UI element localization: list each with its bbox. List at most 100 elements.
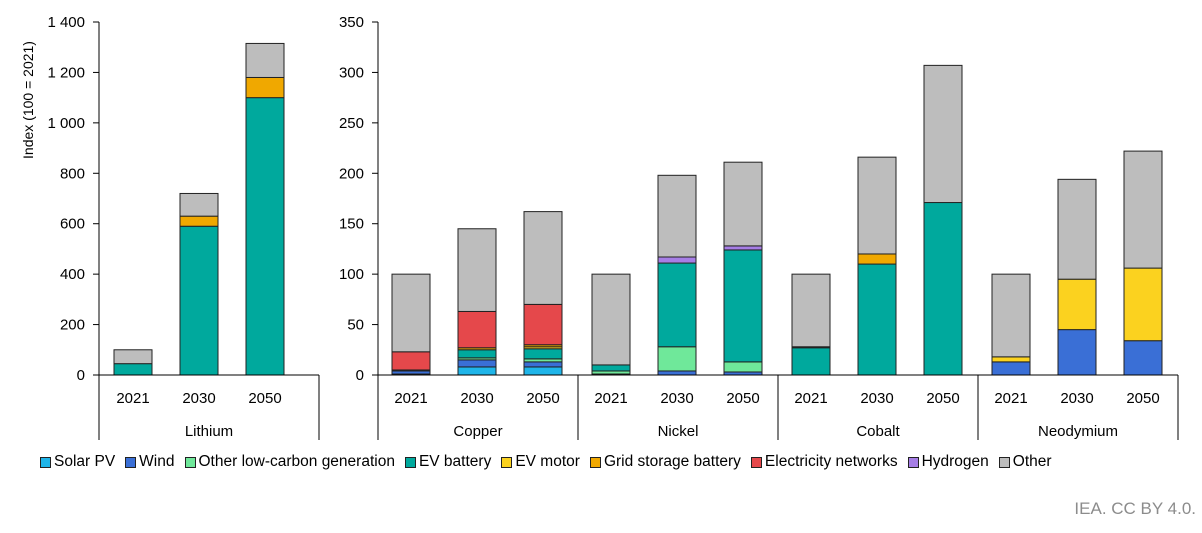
bar-segment [723,249,763,363]
bar-segment [113,349,153,365]
bar-segment [179,215,219,227]
bar-segment [791,273,831,348]
x-tick-label: 2030 [860,390,893,407]
y-tick-label: 100 [339,266,364,283]
bar-segment [857,263,897,376]
group-label: Copper [453,423,502,440]
legend-item: EV battery [404,453,491,471]
y-tick-label: 250 [339,115,364,132]
bar-segment [179,192,219,217]
y-tick-label: 400 [60,266,85,283]
group-label: Neodymium [1038,423,1118,440]
x-tick-label: 2030 [460,390,493,407]
legend-label: Electricity networks [764,453,898,470]
bar-segment [391,273,431,353]
x-tick-label: 2021 [594,390,627,407]
y-tick-label: 0 [356,367,364,384]
y-tick-label: 600 [60,216,85,233]
legend-item: Other [998,453,1052,471]
x-tick-label: 2050 [926,390,959,407]
bar-segment [591,273,631,366]
x-tick-label: 2050 [1126,390,1159,407]
bar-segment [591,364,631,372]
bar-segment [457,366,497,376]
bar-segment [657,262,697,348]
x-tick-label: 2050 [526,390,559,407]
y-axis-label: Index (100 = 2021) [20,41,36,159]
x-tick-label: 2030 [1060,390,1093,407]
y-tick-label: 200 [60,317,85,334]
bar-segment [179,225,219,376]
bar-segment [1057,278,1097,331]
bar-segment [723,245,763,251]
bar-segment [657,370,697,376]
bar-segment [657,256,697,264]
bar-segment [245,42,285,78]
bar-segment [457,349,497,359]
x-tick-label: 2050 [248,390,281,407]
bar-segment [857,156,897,255]
legend-label: Grid storage battery [603,453,741,470]
legend-label: Wind [139,453,175,470]
bar-segment [523,211,563,305]
y-tick-label: 300 [339,64,364,81]
y-tick-label: 350 [339,14,364,31]
group-label: Cobalt [856,423,900,440]
bar-segment [1057,178,1097,280]
x-tick-label: 2030 [660,390,693,407]
bar-segment [991,273,1031,358]
legend-swatch [998,456,1010,468]
legend-swatch [907,456,919,468]
legend-swatch [184,456,196,468]
bar-segment [991,356,1031,363]
legend-label: Hydrogen [921,453,989,470]
legend-label: Solar PV [54,453,116,470]
bar-segment [857,253,897,265]
bar-segment [723,361,763,373]
legend-swatch [404,456,416,468]
y-tick-label: 150 [339,216,364,233]
group-label: Nickel [658,423,699,440]
bar-segment [1123,150,1163,269]
bar-segment [657,346,697,372]
legend-item: Electricity networks [750,453,898,471]
bar-segment [991,361,1031,376]
legend-item: EV motor [501,453,580,471]
bar-segment [245,97,285,376]
bar-segment [457,228,497,312]
bar-segment [791,347,831,376]
bar-segment [1123,340,1163,376]
y-tick-label: 1 000 [47,115,85,132]
y-tick-label: 200 [339,165,364,182]
bar-segment [391,351,431,371]
bar-segment [1123,267,1163,342]
legend-swatch [750,456,762,468]
group-label: Lithium [185,423,233,440]
bar-segment [113,363,153,376]
bar-segment [923,202,963,376]
legend-item: Solar PV [40,453,115,471]
y-tick-label: 50 [347,317,364,334]
x-tick-label: 2021 [794,390,827,407]
bar-segment [523,361,563,368]
bar-segment [457,359,497,368]
legend-label: Other low-carbon generation [198,453,395,470]
chart: Index (100 = 2021) 0 200 400 600 800 1 000 1 2… [20,14,1179,440]
bar-segment [245,76,285,99]
x-tick-label: 2021 [994,390,1027,407]
legend-swatch [589,456,601,468]
legend-label: Other [1012,453,1052,470]
legend: Solar PV Wind Other low-carbon generation E… [40,453,1052,471]
y-tick-label: 1 200 [47,64,85,81]
bar-segment [457,310,497,349]
bar-segment [523,303,563,346]
x-tick-label: 2030 [182,390,215,407]
bar-segment [1057,329,1097,376]
legend-swatch [501,456,513,468]
x-tick-label: 2021 [116,390,149,407]
legend-item: Hydrogen [907,453,989,471]
legend-swatch [40,456,51,468]
y-tick-label: 0 [77,367,85,384]
y-tick-label: 800 [60,165,85,182]
legend-item: Other low-carbon generation [184,453,395,471]
